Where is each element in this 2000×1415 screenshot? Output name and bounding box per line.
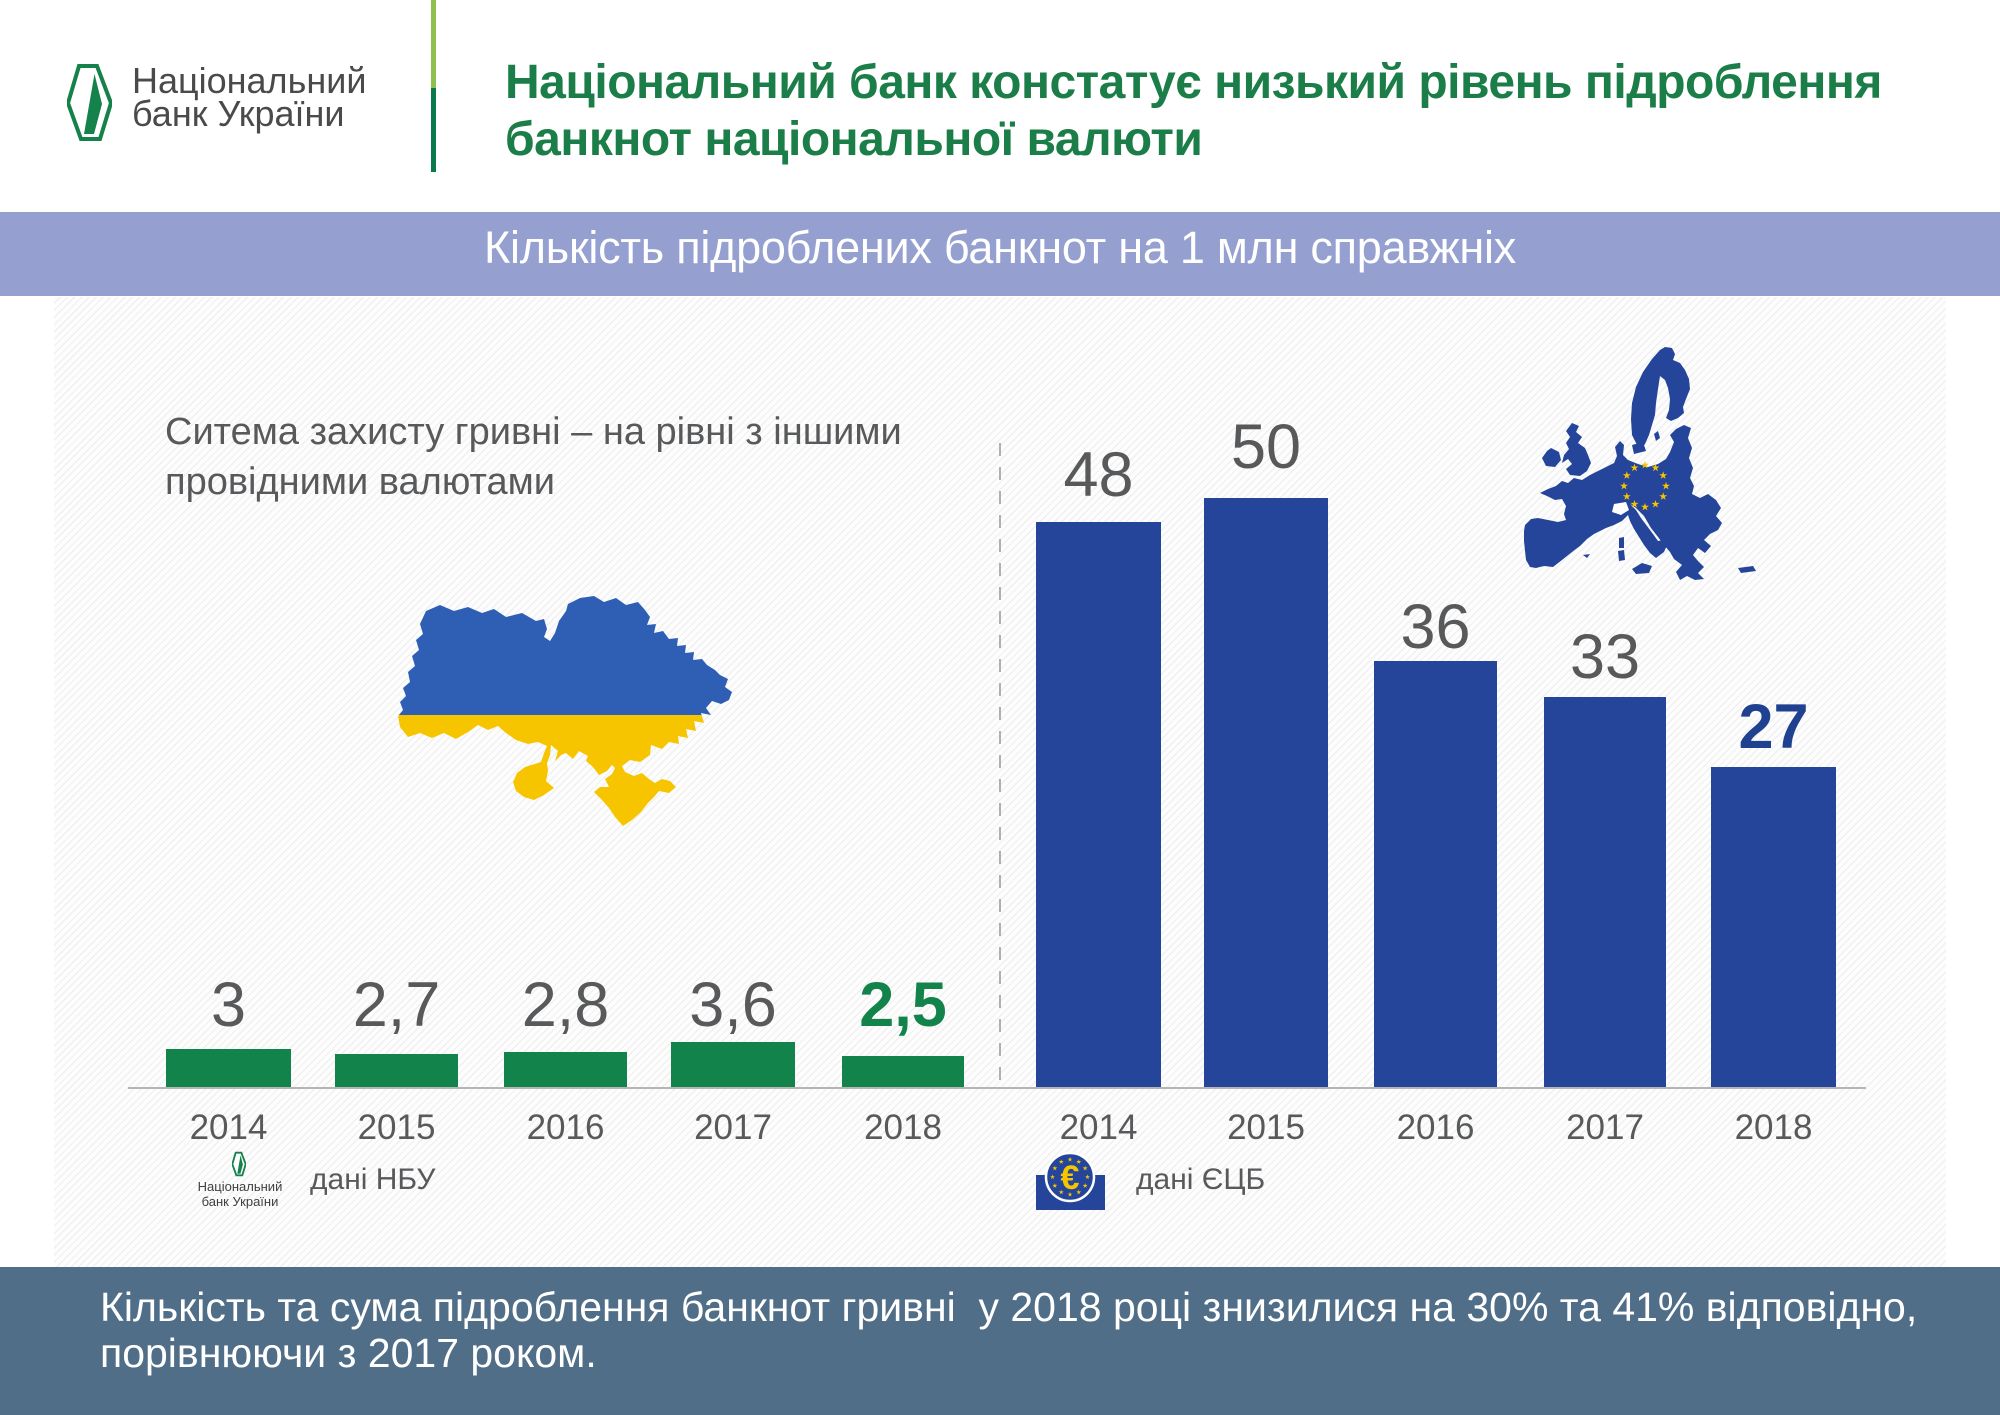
svg-text:€: € xyxy=(1061,1159,1080,1197)
